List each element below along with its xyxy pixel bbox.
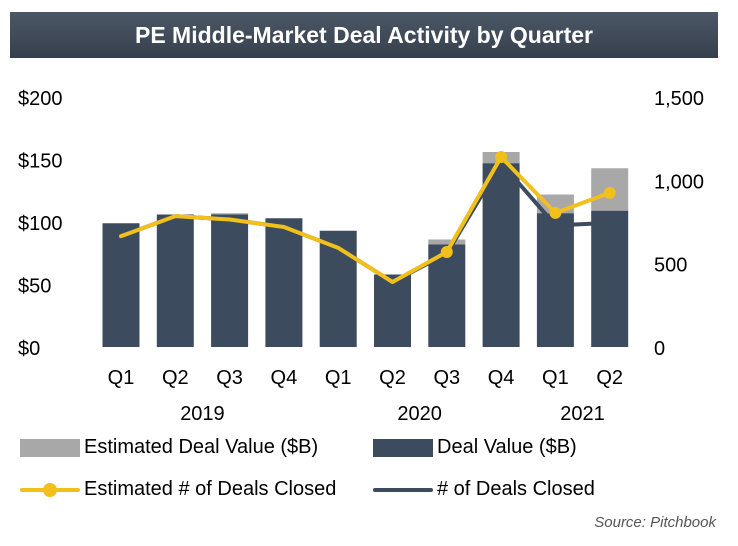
x-tick-label: Q4	[488, 367, 515, 389]
estimated-deals-marker	[495, 151, 508, 163]
chart-title-bar: PE Middle-Market Deal Activity by Quarte…	[10, 12, 718, 58]
y-left-tick-label: $150	[18, 151, 63, 173]
y-right-tick-label: 500	[654, 255, 687, 277]
x-tick-label: Q3	[433, 367, 460, 389]
legend-label-deals-closed: # of Deals Closed	[437, 478, 595, 500]
legend-swatch-deal-value	[373, 438, 433, 457]
estimated-deals-closed-line	[119, 155, 612, 284]
legend-label-estimated-deal-value: Estimated Deal Value ($B)	[84, 436, 319, 458]
deal-value-bar	[374, 274, 411, 347]
deal-value-bar	[482, 163, 520, 347]
estimated-value-bar	[428, 239, 466, 245]
deal-value-bar	[265, 218, 303, 347]
legend-item-deal-value: Deal Value ($B)	[373, 436, 577, 459]
estimated-deals-marker	[440, 246, 453, 258]
legend-item-deals-closed: # of Deals Closed	[373, 478, 595, 501]
y-right-tick-label: 0	[654, 338, 665, 360]
year-label: 2019	[180, 403, 225, 425]
x-tick-label: Q1	[108, 367, 135, 389]
x-tick-label: Q2	[596, 367, 623, 389]
deal-value-bar	[591, 210, 629, 347]
legend-swatch-estimated-deals-closed	[20, 481, 80, 499]
x-tick-label: Q4	[271, 367, 298, 389]
x-tick-label: Q2	[162, 367, 189, 389]
legend-label-estimated-deals-closed: Estimated # of Deals Closed	[84, 478, 337, 500]
x-tick-label: Q3	[216, 367, 243, 389]
deal-value-bar	[536, 213, 574, 347]
y-left-tick-label: $0	[18, 338, 40, 360]
legend-item-estimated-deals-closed: Estimated # of Deals Closed	[20, 478, 336, 501]
year-label: 2020	[397, 403, 442, 425]
deal-value-bar	[211, 214, 249, 347]
x-tick-label: Q1	[542, 367, 569, 389]
deal-value-bar	[102, 223, 140, 347]
x-tick-label: Q2	[379, 367, 406, 389]
y-left-tick-label: $50	[18, 276, 51, 298]
legend-item-estimated-deal-value: Estimated Deal Value ($B)	[20, 436, 318, 459]
y-left-tick-label: $100	[18, 213, 63, 235]
x-tick-label: Q1	[325, 367, 352, 389]
estimated-deals-marker	[549, 206, 562, 219]
y-left-tick-label: $200	[18, 88, 63, 110]
year-label: 2021	[560, 403, 605, 425]
source-note: Source: Pitchbook	[594, 514, 716, 531]
estimated-value-bar	[211, 213, 249, 215]
legend-label-deal-value: Deal Value ($B)	[437, 436, 577, 458]
chart-title: PE Middle-Market Deal Activity by Quarte…	[134, 21, 593, 48]
y-right-tick-label: 1,500	[654, 88, 704, 110]
legend-swatch-estimated-deal-value	[20, 438, 80, 457]
y-right-tick-label: 1,000	[654, 171, 704, 193]
deal-value-bar	[156, 214, 194, 347]
estimated-deals-marker	[603, 186, 616, 199]
legend-swatch-deals-closed	[373, 481, 433, 499]
